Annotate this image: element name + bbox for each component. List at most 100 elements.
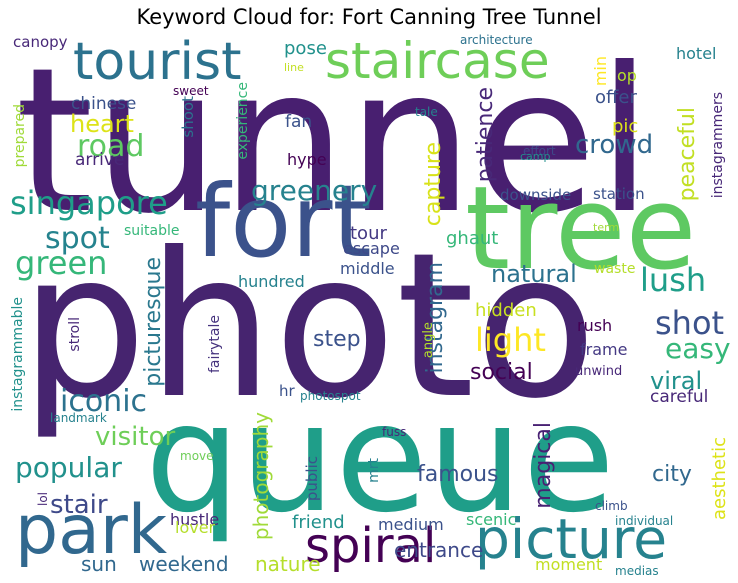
cloud-word: social [470,360,533,385]
cloud-word: mrt [366,458,382,483]
cloud-word: capture [421,142,446,227]
cloud-word: line [284,61,304,74]
cloud-word: station [593,185,645,203]
cloud-word: nature [255,552,321,576]
cloud-word: weekend [139,552,229,576]
cloud-word: pose [284,38,327,59]
cloud-word: camp [520,150,551,163]
cloud-word: pic [612,116,639,137]
cloud-word: scenic [466,510,517,529]
cloud-word: canopy [13,33,68,51]
cloud-word: landmark [50,411,107,425]
cloud-word: spiral [305,518,437,574]
cloud-word: instagrammers [710,92,726,199]
cloud-word: instagrammable [10,297,26,412]
cloud-word: rush [577,316,613,335]
cloud-word: hype [287,150,327,169]
cloud-word: hotel [676,44,717,63]
cloud-word: friend [292,512,345,533]
word-cloud: tunnel photo queue tree fort park picture spira… [5,32,735,580]
cloud-word: move [180,449,214,463]
cloud-word: staircase [325,32,550,90]
cloud-word: photography [249,412,273,541]
cloud-word: prepared [12,104,28,168]
cloud-word: experience [235,82,251,160]
cloud-word: easy [665,332,731,365]
cloud-word: moment [535,555,603,574]
cloud-word: aesthetic [709,437,730,520]
cloud-word: heart [70,110,134,138]
cloud-word: peaceful [675,107,700,202]
cloud-word: stair [50,490,108,520]
cloud-word: tunnel [15,32,653,258]
cloud-word: min [591,56,610,87]
cloud-word: hr [279,382,295,400]
cloud-word: green [15,244,108,282]
cloud-word: picture [475,507,668,571]
cloud-word: picturesque [141,257,166,387]
cloud-word: city [652,462,692,487]
cloud-word: climb [595,499,628,513]
cloud-word: hustle [170,510,220,529]
cloud-word: crowd [575,130,654,160]
cloud-word: tale [415,105,438,119]
cloud-word: tourist [73,32,242,92]
cloud-word: waste [594,261,636,277]
cloud-word: photo [20,210,597,443]
cloud-word: visitor [95,422,176,452]
cloud-word: popular [15,451,122,484]
cloud-word: hidden [475,300,537,321]
cloud-word: individual [615,514,674,528]
cloud-word: tour [350,223,387,244]
cloud-word: fan [285,112,313,132]
cloud-word: arrive [75,150,125,170]
cloud-word: fuss [382,425,407,439]
cloud-word: spot [45,221,110,256]
cloud-word: term [593,221,620,234]
cloud-word: stroll [67,317,83,352]
cloud-word: magical [531,422,556,509]
cloud-word: shoot [179,96,197,138]
cloud-word: public [303,456,321,502]
cloud-word: angle [421,322,436,359]
cloud-word: chinese [71,94,137,114]
cloud-word: frame [580,340,628,359]
cloud-word: entrance [394,538,484,562]
cloud-word: iconic [60,384,148,419]
cloud-word: effort [523,144,556,158]
cloud-word: patience [473,87,498,183]
cloud-word: shot [655,304,725,342]
cloud-word: photospot [300,389,361,403]
cloud-word: natural [491,260,577,288]
cloud-word: lover [175,518,216,537]
cloud-word: road [77,129,145,164]
figure-title: Keyword Cloud for: Fort Canning Tree Tun… [136,5,602,29]
cloud-word: op [617,66,637,85]
cloud-word: sun [81,552,117,576]
cloud-word: architecture [460,33,533,47]
cloud-word: suitable [124,223,180,239]
cloud-word: fairytale [207,315,223,374]
cloud-word: offer [595,87,637,108]
cloud-word: step [313,327,361,352]
cloud-word: unwind [575,364,623,379]
cloud-word: escape [343,239,400,258]
cloud-word: greenery [251,174,378,207]
cloud-word: singapore [10,184,168,222]
cloud-word: lol [36,492,50,507]
cloud-word: medias [615,564,659,578]
cloud-word: careful [650,387,709,407]
cloud-word: fort [195,163,372,280]
cloud-word: tree [465,162,697,296]
cloud-word: light [475,321,546,359]
cloud-word: middle [340,259,395,278]
cloud-word: sweet [173,84,209,98]
cloud-word: ghaut [446,228,499,249]
cloud-word: queue [145,372,615,546]
cloud-word: lush [640,261,707,299]
cloud-word: park [15,491,168,570]
cloud-word: medium [378,515,444,534]
cloud-word: hundred [238,272,305,291]
cloud-word: famous [417,462,499,487]
